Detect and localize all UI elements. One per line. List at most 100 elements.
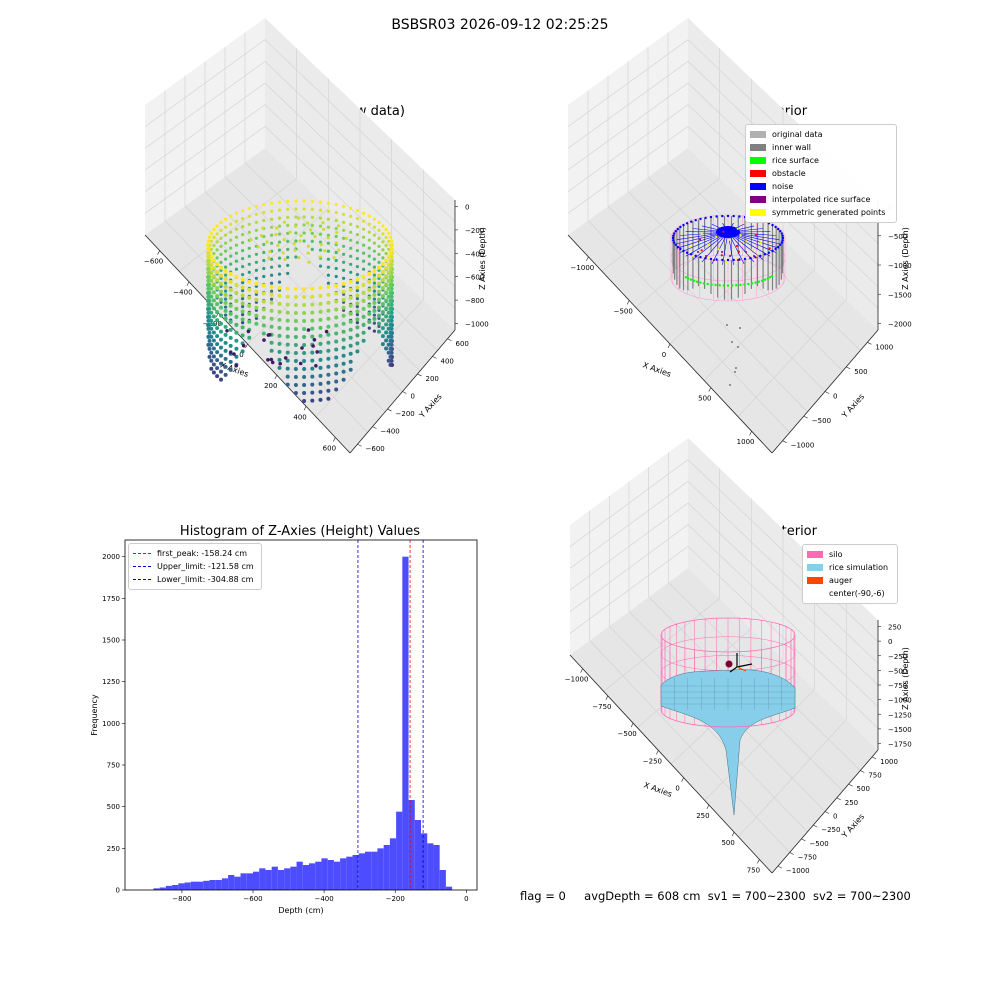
data-point <box>241 343 246 348</box>
histogram-bar <box>284 868 291 890</box>
y-tick-label: −1000 <box>791 442 815 450</box>
data-point <box>318 389 323 394</box>
y-tick <box>871 756 877 760</box>
data-point <box>334 315 339 320</box>
data-point <box>261 283 266 288</box>
data-point <box>334 331 339 336</box>
histogram-bar <box>259 868 266 890</box>
data-point <box>209 239 213 243</box>
rice-surface-point <box>714 283 717 287</box>
y-axis-label: Y Axies <box>839 812 866 840</box>
rice-surface-point <box>770 274 774 278</box>
data-point <box>388 338 393 343</box>
data-point <box>386 334 391 339</box>
y-tick <box>357 443 362 447</box>
rice-surface-point <box>731 284 734 287</box>
legend-label: Lower_limit: -304.88 cm <box>157 575 254 584</box>
data-point <box>247 214 251 218</box>
x-tick-label: 1000 <box>737 438 755 446</box>
symmetric-generated-point <box>691 254 694 257</box>
data-point <box>386 358 391 363</box>
legend-label: auger <box>829 576 853 585</box>
outlier-point <box>737 346 739 348</box>
legend-swatch <box>807 564 823 571</box>
data-point <box>223 324 228 329</box>
data-point <box>313 234 317 238</box>
x-tick-label: −500 <box>618 730 637 738</box>
data-point <box>377 305 381 310</box>
data-point <box>388 266 393 271</box>
data-point <box>302 367 307 371</box>
data-point <box>302 351 307 355</box>
raw-data-3d-scatter: −600 −400 −200 0 200 400 600 −600 −400 −200 0 200 40… <box>144 18 489 454</box>
noise-points <box>694 254 697 257</box>
rice-surface-point <box>702 282 706 285</box>
data-point <box>307 260 311 264</box>
y-tick-label: 1500 <box>102 637 120 645</box>
data-point <box>262 242 266 247</box>
data-point <box>206 270 211 275</box>
data-point <box>386 262 391 267</box>
y-tick-label: −200 <box>396 410 415 418</box>
data-point <box>234 243 238 247</box>
data-point <box>211 370 216 375</box>
data-point <box>388 235 393 239</box>
data-point <box>285 334 290 339</box>
data-point <box>388 362 393 367</box>
legend-swatch <box>750 157 766 164</box>
data-point <box>277 349 282 354</box>
data-point <box>348 351 353 356</box>
data-point <box>355 313 359 317</box>
data-point <box>254 228 258 232</box>
data-point <box>326 372 331 377</box>
data-point <box>228 335 233 340</box>
data-point <box>387 239 391 243</box>
noise-points <box>779 230 782 233</box>
data-point <box>334 234 338 239</box>
data-point <box>318 285 323 290</box>
data-point <box>286 255 290 259</box>
data-point <box>372 313 376 317</box>
symmetric-generated-point <box>737 250 740 253</box>
data-point <box>310 310 315 315</box>
legend-label: rice simulation <box>829 563 889 572</box>
outlier-point <box>734 371 736 373</box>
histogram-bar <box>352 855 359 890</box>
data-point <box>211 274 216 279</box>
data-point <box>229 230 233 234</box>
data-point <box>389 286 394 291</box>
data-point <box>341 337 346 342</box>
data-point <box>372 321 376 325</box>
data-point <box>310 199 314 203</box>
data-point <box>270 360 275 365</box>
noise-points <box>726 258 730 262</box>
data-point <box>388 282 393 287</box>
data-point <box>206 283 210 287</box>
data-point <box>234 235 238 239</box>
x-tick <box>708 387 712 392</box>
data-point <box>372 257 376 261</box>
data-point <box>372 268 377 273</box>
histogram-bar <box>371 851 378 890</box>
noise-points <box>763 253 766 256</box>
noise-points <box>676 227 679 231</box>
noise-points <box>676 245 679 249</box>
y-axis-label: Y Axies <box>839 392 866 420</box>
data-point <box>228 295 233 300</box>
data-point <box>277 264 282 268</box>
data-point <box>386 310 391 315</box>
simulation-3d-surface: −1000 −750 −500 −250 0 250 500 750 −1000 −750 −500… <box>565 438 912 875</box>
legend-line <box>133 566 151 567</box>
data-point <box>211 330 216 335</box>
data-point <box>335 230 339 234</box>
data-point <box>215 262 220 267</box>
data-point <box>315 350 320 354</box>
data-point <box>254 260 258 264</box>
data-point <box>381 248 385 252</box>
data-point <box>341 313 346 318</box>
data-point <box>270 201 274 205</box>
data-point <box>241 313 245 317</box>
data-point <box>277 256 282 260</box>
data-point <box>281 251 285 255</box>
rice-surface-point <box>735 284 738 287</box>
